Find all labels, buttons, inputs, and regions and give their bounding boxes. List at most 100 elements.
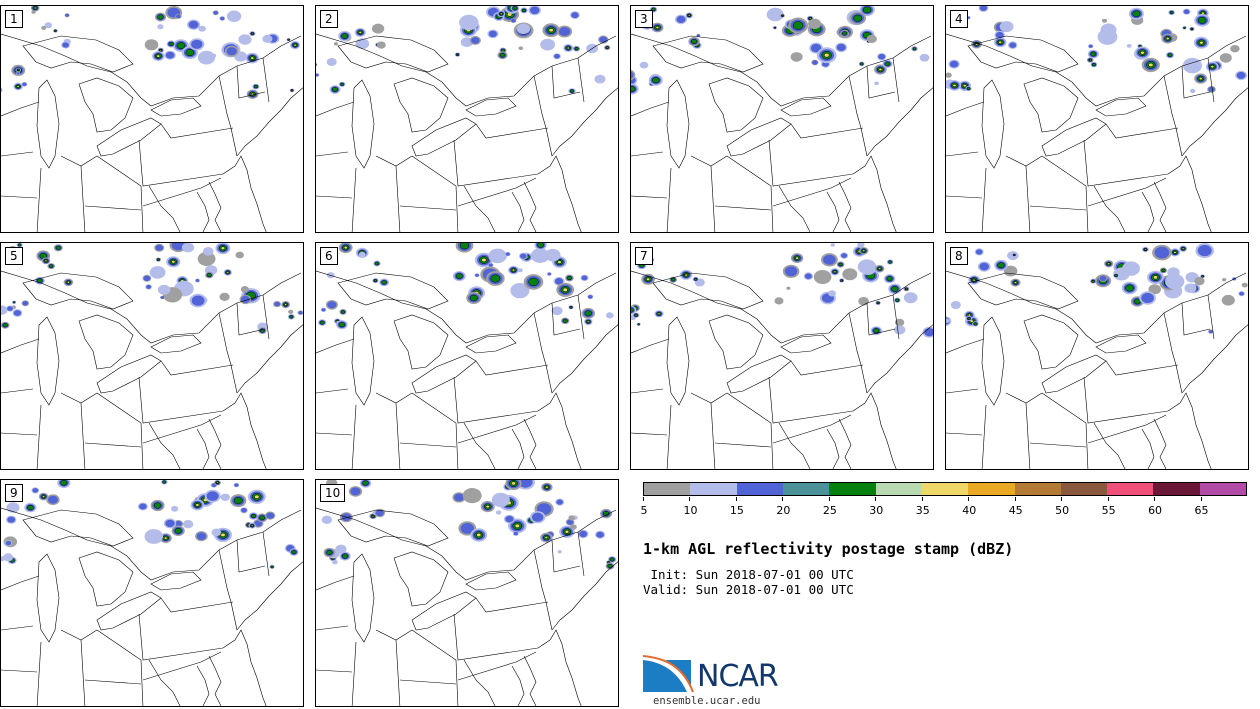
reflectivity-map — [1, 6, 303, 232]
map-boundary — [316, 625, 349, 631]
reflectivity-echo — [1153, 275, 1158, 280]
reflectivity-echo — [895, 298, 900, 302]
reflectivity-echo — [511, 268, 516, 272]
map-boundary — [726, 392, 774, 469]
reflectivity-echo — [12, 301, 16, 304]
reflectivity-echo — [335, 544, 347, 554]
reflectivity-echo — [341, 33, 349, 39]
map-boundary — [411, 392, 459, 469]
reflectivity-echo — [774, 297, 784, 305]
map-boundary — [236, 324, 303, 394]
colorbar-segment — [921, 483, 969, 495]
init-time: Init: Sun 2018-07-01 00 UTC — [643, 567, 854, 582]
map-boundary — [36, 641, 42, 706]
map-boundary — [142, 651, 222, 681]
reflectivity-echo — [327, 301, 337, 309]
reflectivity-colorbar — [643, 482, 1247, 496]
map-boundary — [768, 376, 854, 424]
map-boundary — [1041, 155, 1089, 232]
reflectivity-echo — [1191, 28, 1193, 30]
postage-stamp-panel: 8 — [945, 242, 1249, 470]
reflectivity-echo — [340, 310, 346, 314]
reflectivity-echo — [462, 488, 482, 504]
reflectivity-echo — [55, 245, 61, 250]
map-boundary — [631, 195, 668, 199]
reflectivity-echo — [1148, 62, 1154, 67]
reflectivity-echo — [1169, 10, 1174, 15]
reflectivity-echo — [251, 524, 254, 527]
reflectivity-echo — [213, 11, 218, 15]
map-boundary — [523, 655, 537, 706]
reflectivity-echo — [1167, 53, 1173, 57]
reflectivity-echo — [838, 262, 843, 267]
reflectivity-echo — [144, 39, 159, 51]
reflectivity-echo — [13, 310, 22, 316]
reflectivity-echo — [946, 318, 950, 323]
map-boundary — [160, 123, 234, 139]
reflectivity-echo — [7, 306, 13, 311]
reflectivity-echo — [979, 262, 989, 271]
reflectivity-echo — [671, 277, 676, 282]
map-boundary — [96, 117, 162, 157]
reflectivity-echo — [469, 294, 478, 302]
map-boundary — [1181, 65, 1211, 99]
reflectivity-echo — [967, 313, 971, 317]
map-boundary — [1, 195, 38, 199]
reflectivity-echo — [343, 245, 348, 250]
map-boundary — [337, 272, 449, 310]
reflectivity-echo — [16, 72, 20, 75]
reflectivity-echo — [157, 14, 164, 20]
postage-stamp-panel: 4 — [945, 5, 1249, 233]
reflectivity-echo — [1, 556, 5, 562]
postage-stamp-panel: 7 — [630, 242, 934, 470]
reflectivity-echo — [475, 273, 479, 277]
reflectivity-echo — [456, 53, 459, 56]
reflectivity-echo — [6, 502, 20, 513]
colorbar-tick-label: 65 — [1194, 504, 1209, 517]
map-boundary — [316, 388, 349, 394]
reflectivity-echo — [537, 243, 544, 248]
reflectivity-echo — [1236, 71, 1246, 79]
reflectivity-echo — [1114, 274, 1118, 277]
map-boundary — [222, 629, 267, 706]
map-boundary — [967, 272, 1079, 310]
reflectivity-echo — [545, 485, 549, 489]
map-boundary — [511, 665, 525, 706]
reflectivity-echo — [196, 532, 207, 540]
reflectivity-echo — [17, 69, 20, 71]
reflectivity-echo — [696, 34, 700, 37]
map-boundary — [96, 629, 144, 706]
reflectivity-echo — [226, 271, 230, 274]
reflectivity-echo — [157, 258, 160, 261]
map-boundary — [1023, 314, 1079, 370]
map-boundary — [236, 539, 266, 573]
reflectivity-echo — [946, 72, 952, 78]
reflectivity-echo — [1190, 88, 1196, 94]
map-boundary — [790, 123, 864, 139]
reflectivity-echo — [1173, 251, 1177, 254]
reflectivity-echo — [27, 504, 34, 511]
reflectivity-map — [316, 243, 618, 469]
reflectivity-echo — [544, 536, 549, 540]
reflectivity-echo — [65, 13, 69, 17]
reflectivity-echo — [326, 58, 337, 66]
map-boundary — [316, 101, 355, 117]
reflectivity-echo — [195, 279, 200, 282]
colorbar-segment — [736, 483, 783, 495]
colorbar-tick-label: 25 — [822, 504, 837, 517]
colorbar-tick — [968, 497, 970, 501]
reflectivity-echo — [33, 6, 37, 10]
reflectivity-echo — [857, 243, 865, 248]
map-boundary — [967, 35, 1079, 73]
reflectivity-echo — [950, 301, 961, 309]
reflectivity-echo — [505, 252, 510, 256]
map-boundary — [892, 57, 900, 103]
map-boundary — [316, 669, 353, 673]
reflectivity-echo — [874, 81, 879, 86]
map-boundary — [80, 402, 86, 469]
reflectivity-echo — [7, 516, 16, 523]
map-boundary — [1, 669, 38, 673]
reflectivity-echo — [973, 322, 978, 326]
map-boundary — [236, 87, 303, 157]
reflectivity-echo — [358, 31, 362, 34]
